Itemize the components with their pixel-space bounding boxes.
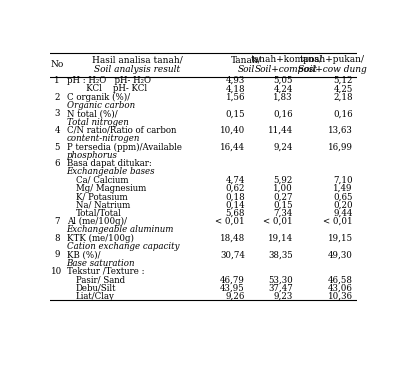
Text: Basa dapat ditukar:: Basa dapat ditukar: — [67, 159, 151, 168]
Text: 5,92: 5,92 — [273, 176, 293, 185]
Text: Na/ Natrium: Na/ Natrium — [76, 201, 130, 209]
Text: < 0,01: < 0,01 — [263, 217, 293, 226]
Text: phosphorus: phosphorus — [67, 151, 118, 160]
Text: 1,00: 1,00 — [273, 184, 293, 193]
Text: 1,49: 1,49 — [333, 184, 353, 193]
Text: Mg/ Magnesium: Mg/ Magnesium — [76, 184, 146, 193]
Text: 4: 4 — [54, 126, 60, 135]
Text: Liat/Clay: Liat/Clay — [76, 292, 115, 301]
Text: Soil+cow dung: Soil+cow dung — [298, 65, 367, 74]
Text: Exchangeable bases: Exchangeable bases — [67, 167, 155, 177]
Text: 4,24: 4,24 — [273, 84, 293, 93]
Text: 9,23: 9,23 — [274, 292, 293, 301]
Text: 10,36: 10,36 — [328, 292, 353, 301]
Text: Cation exchange capacity: Cation exchange capacity — [67, 242, 179, 251]
Text: Hasil analisa tanah/: Hasil analisa tanah/ — [92, 55, 183, 64]
Text: K/ Potasium: K/ Potasium — [76, 192, 127, 201]
Text: KB (%)/: KB (%)/ — [67, 250, 100, 259]
Text: 1,56: 1,56 — [225, 93, 245, 102]
Text: 1: 1 — [54, 76, 60, 85]
Text: 43,06: 43,06 — [328, 284, 353, 293]
Text: 53,30: 53,30 — [268, 275, 293, 284]
Text: 46,79: 46,79 — [220, 275, 245, 284]
Text: 2: 2 — [54, 93, 60, 102]
Text: Soil analysis result: Soil analysis result — [94, 65, 180, 74]
Text: tanah+kompos/: tanah+kompos/ — [251, 55, 323, 64]
Text: Al (me/100g)/: Al (me/100g)/ — [67, 217, 127, 226]
Text: content-nitrogen: content-nitrogen — [67, 134, 140, 143]
Text: 16,44: 16,44 — [220, 143, 245, 152]
Text: tanah+pukan/: tanah+pukan/ — [300, 55, 365, 64]
Text: < 0,01: < 0,01 — [323, 217, 353, 226]
Text: N total (%)/: N total (%)/ — [67, 109, 117, 118]
Text: 2,18: 2,18 — [333, 93, 353, 102]
Text: < 0,01: < 0,01 — [216, 217, 245, 226]
Text: 7,10: 7,10 — [333, 176, 353, 185]
Text: 0,62: 0,62 — [225, 184, 245, 193]
Text: 9: 9 — [54, 250, 60, 259]
Text: 0,65: 0,65 — [333, 192, 353, 201]
Text: 0,14: 0,14 — [225, 201, 245, 209]
Text: 9,26: 9,26 — [225, 292, 245, 301]
Text: 5,12: 5,12 — [333, 76, 353, 85]
Text: 16,99: 16,99 — [328, 143, 353, 152]
Text: Ca/ Calcium: Ca/ Calcium — [76, 176, 128, 185]
Text: Pasir/ Sand: Pasir/ Sand — [76, 275, 125, 284]
Text: KTK (me/100g): KTK (me/100g) — [67, 234, 133, 243]
Text: Organic carbon: Organic carbon — [67, 101, 135, 110]
Text: 10: 10 — [51, 267, 63, 276]
Text: 37,47: 37,47 — [268, 284, 293, 293]
Text: Soil+compost: Soil+compost — [255, 65, 318, 74]
Text: No: No — [50, 60, 64, 69]
Text: 19,15: 19,15 — [328, 234, 353, 243]
Text: 8: 8 — [54, 234, 60, 243]
Text: 43,95: 43,95 — [220, 284, 245, 293]
Text: 46,58: 46,58 — [328, 275, 353, 284]
Text: 1,83: 1,83 — [273, 93, 293, 102]
Text: 0,15: 0,15 — [225, 109, 245, 118]
Text: 19,14: 19,14 — [268, 234, 293, 243]
Text: 4,18: 4,18 — [225, 84, 245, 93]
Text: 6: 6 — [54, 159, 60, 168]
Text: 7,34: 7,34 — [274, 209, 293, 218]
Text: 0,20: 0,20 — [333, 201, 353, 209]
Text: Total nitrogen: Total nitrogen — [67, 118, 128, 127]
Text: Base saturation: Base saturation — [67, 259, 135, 268]
Text: 9,24: 9,24 — [273, 143, 293, 152]
Text: 0,16: 0,16 — [333, 109, 353, 118]
Text: 5,68: 5,68 — [225, 209, 245, 218]
Text: 18,48: 18,48 — [220, 234, 245, 243]
Text: 0,18: 0,18 — [225, 192, 245, 201]
Text: 30,74: 30,74 — [220, 250, 245, 259]
Text: P tersedia (ppm)/Available: P tersedia (ppm)/Available — [67, 143, 181, 152]
Text: 0,27: 0,27 — [273, 192, 293, 201]
Text: 0,15: 0,15 — [273, 201, 293, 209]
Text: 9,44: 9,44 — [333, 209, 353, 218]
Text: 5,05: 5,05 — [273, 76, 293, 85]
Text: 4,25: 4,25 — [333, 84, 353, 93]
Text: 0,16: 0,16 — [273, 109, 293, 118]
Text: Total/Total: Total/Total — [76, 209, 121, 218]
Text: 10,40: 10,40 — [220, 126, 245, 135]
Text: 13,63: 13,63 — [328, 126, 353, 135]
Text: 4,74: 4,74 — [225, 176, 245, 185]
Text: Exchangeable aluminum: Exchangeable aluminum — [67, 225, 174, 234]
Text: C/N ratio/Ratio of carbon: C/N ratio/Ratio of carbon — [67, 126, 176, 135]
Text: 5: 5 — [54, 143, 60, 152]
Text: Soil: Soil — [238, 65, 255, 74]
Text: 3: 3 — [54, 109, 60, 118]
Text: C organik (%)/: C organik (%)/ — [67, 93, 130, 102]
Text: Tanah/: Tanah/ — [231, 55, 262, 64]
Text: 4,93: 4,93 — [226, 76, 245, 85]
Text: 7: 7 — [54, 217, 60, 226]
Text: KCl    pH- KCl: KCl pH- KCl — [67, 84, 146, 93]
Text: 11,44: 11,44 — [268, 126, 293, 135]
Text: Debu/Silt: Debu/Silt — [76, 284, 116, 293]
Text: Tekstur /Texture :: Tekstur /Texture : — [67, 267, 144, 276]
Text: 38,35: 38,35 — [268, 250, 293, 259]
Text: pH : H₂O   pH- H₂O: pH : H₂O pH- H₂O — [67, 76, 150, 85]
Text: 49,30: 49,30 — [328, 250, 353, 259]
